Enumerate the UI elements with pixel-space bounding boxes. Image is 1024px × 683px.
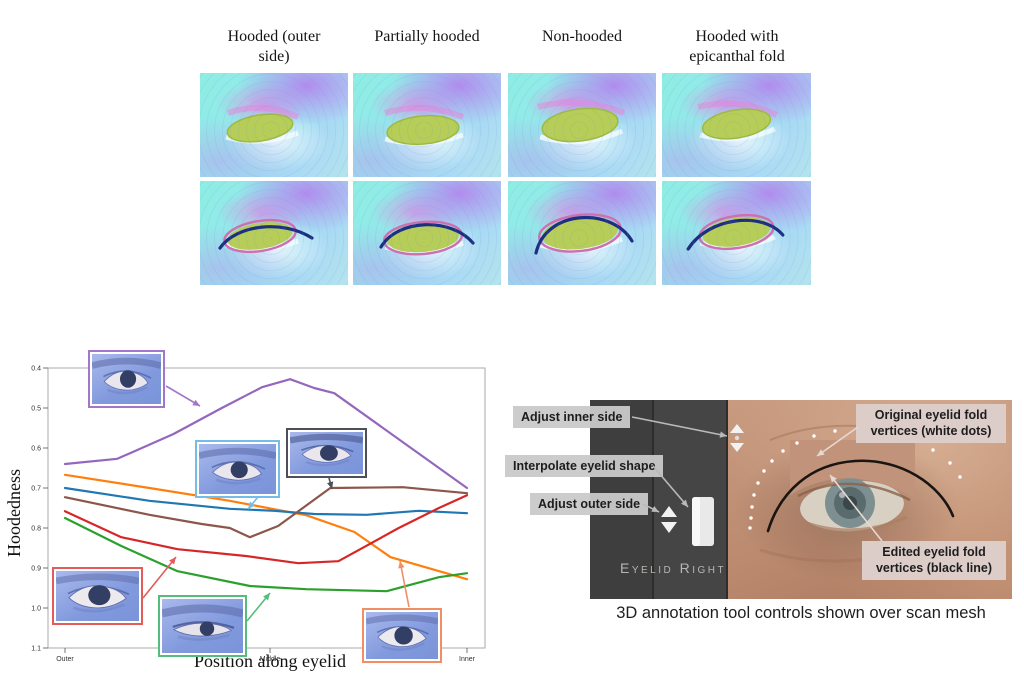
eye-thumbnail-icon [92,354,161,404]
chart-inset-lightblue [195,440,280,498]
series-non-hooded-brown [63,486,469,539]
series-hooded-outer-side [63,378,469,490]
mesh-render-hooded-outer [200,73,348,177]
panel-divider [726,400,728,599]
svg-text:0.6: 0.6 [31,445,41,452]
svg-text:1.0: 1.0 [31,605,41,612]
inner-control-dot [734,435,740,441]
svg-text:Middle: Middle [260,656,281,663]
hoodedness-line-chart: 0.4 0.5 0.6 0.7 0.8 0.9 1.0 1.1 Outer Middle Inner [31,365,486,663]
chart-inset-green [158,595,247,657]
label-interpolate-eyelid-shape: Interpolate eyelid shape [505,455,664,478]
svg-text:1.1: 1.1 [31,645,41,652]
mesh-annotated-partially-hooded [353,181,501,285]
adjust-outer-down-button[interactable] [661,522,677,533]
eye-thumbnail-icon [56,571,139,621]
edited-fold-line [766,459,955,533]
adjust-inner-down-button[interactable] [730,443,744,452]
chart-inset-red [52,567,143,625]
svg-text:0.8: 0.8 [31,525,41,532]
mesh-annotated-epicanthal [662,181,811,285]
column-header-partially-hooded: Partially hooded [374,28,480,45]
interpolate-slider[interactable] [692,497,714,546]
mesh-annotated-non-hooded [508,181,656,285]
eye-thumbnail-icon [366,612,438,659]
y-axis-label: Hoodedness [4,469,24,557]
label-original-fold-vertices: Original eyelid fold vertices (white dot… [856,404,1006,443]
eye-thumbnail-icon [162,599,243,653]
mesh-render-partially-hooded [353,73,501,177]
mesh-render-non-hooded [508,73,656,177]
svg-text:0.4: 0.4 [31,365,41,372]
svg-text:0.9: 0.9 [31,565,41,572]
chart-inset-salmon [362,608,442,663]
column-header-non-hooded: Non-hooded [542,28,622,45]
panel-title: Eyelid Right [620,560,727,576]
label-edited-fold-vertices: Edited eyelid fold vertices (black line) [862,541,1006,580]
eye-thumbnail-icon [290,432,363,474]
series-wide-open-red [63,494,469,565]
svg-text:Outer: Outer [56,656,74,663]
column-header-hooded-outer: Hooded (outer side) [227,28,321,65]
mesh-render-epicanthal [662,73,811,177]
chart-inset-dark [286,428,367,478]
mesh-annotated-hooded-outer [200,181,348,285]
column-header-epicanthal: Hooded with epicanthal fold [689,28,785,65]
label-adjust-outer-side: Adjust outer side [530,493,649,516]
series-very-hooded-green [63,516,469,593]
svg-text:Inner: Inner [459,656,476,663]
chart-inset-purple [88,350,165,408]
svg-text:0.7: 0.7 [31,485,41,492]
svg-text:0.5: 0.5 [31,405,41,412]
adjust-inner-up-button[interactable] [730,424,744,433]
label-adjust-inner-side: Adjust inner side [513,406,631,429]
eye-thumbnail-icon [199,444,276,494]
series-partially-hooded [63,486,469,516]
adjust-outer-up-button[interactable] [661,506,677,517]
figure-caption: 3D annotation tool controls shown over s… [616,604,986,622]
